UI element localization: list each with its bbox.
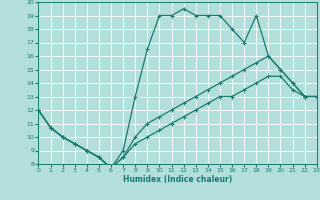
X-axis label: Humidex (Indice chaleur): Humidex (Indice chaleur) (123, 175, 232, 184)
